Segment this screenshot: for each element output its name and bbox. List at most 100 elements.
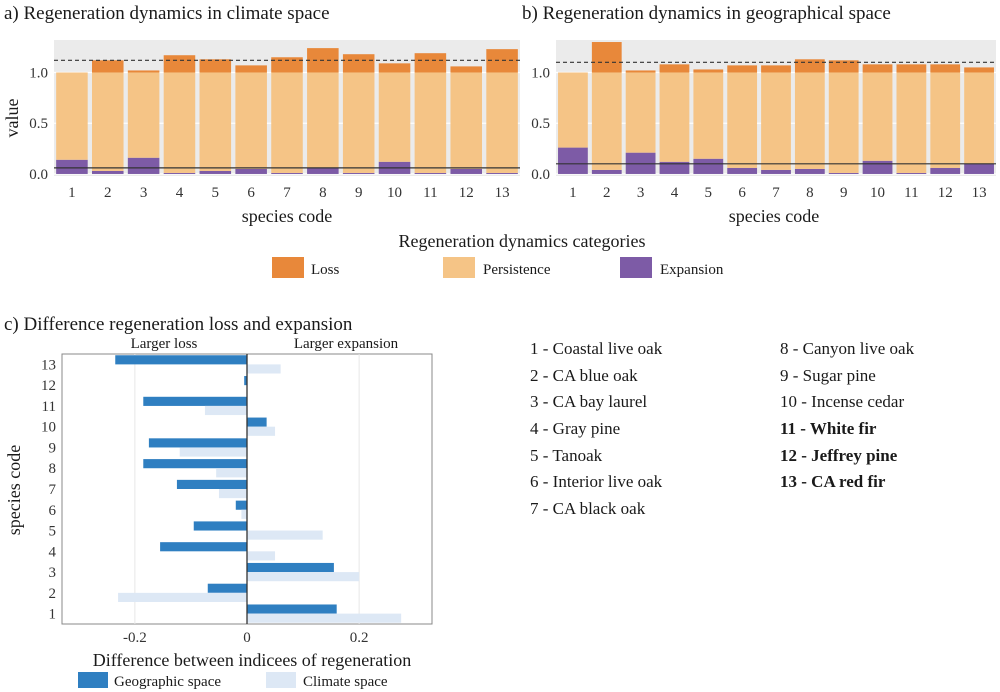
panel-b-bar-loss-3 — [625, 70, 656, 73]
panel-a-bar-expansion-4 — [163, 172, 196, 174]
panel-a-y-tick-label: 0.0 — [29, 167, 48, 183]
panel-b-bar-expansion-5 — [693, 158, 724, 174]
panel-a-bar-loss-6 — [235, 65, 267, 73]
legend-bottom: Geographic space Climate space — [78, 672, 388, 690]
panel-a-bar-persistence-12 — [450, 72, 483, 169]
panel-b-bar-persistence-10 — [862, 72, 893, 161]
panel-b-x-tick-label: 1 — [569, 185, 577, 201]
panel-c-bar-climate-5 — [247, 530, 323, 540]
panel-c-x-tick-label: 0.2 — [350, 630, 369, 646]
panel-a-bar-expansion-12 — [450, 168, 483, 174]
panel-a-bar-persistence-8 — [307, 72, 339, 168]
panel-c-y-tick-label: 9 — [49, 440, 57, 456]
panel-c-x-tick-label: -0.2 — [123, 630, 147, 646]
panel-b-bar-expansion-12 — [930, 167, 961, 174]
panel-c-bar-geographic-8 — [143, 459, 247, 469]
panel-c-y-tick-label: 4 — [49, 544, 57, 560]
species-key-entry: 10 - Incense cedar — [780, 392, 905, 412]
panel-b-bar-loss-12 — [930, 64, 961, 73]
legend-persistence-label: Persistence — [483, 262, 551, 278]
panel-a-bar-expansion-8 — [307, 167, 339, 174]
panel-a-bar-persistence-1 — [56, 72, 88, 160]
panel-a-bar-expansion-5 — [199, 170, 232, 174]
panel-a-x-tick-label: 8 — [319, 185, 327, 201]
panel-b-bar-persistence-3 — [625, 72, 656, 153]
panel-b-bar-expansion-8 — [794, 168, 825, 174]
panel-b-x-tick-label: 11 — [904, 185, 918, 201]
panel-c-y-tick-label: 7 — [49, 482, 57, 498]
panel-b-bar-persistence-4 — [659, 72, 690, 162]
panel-a-bar-expansion-6 — [235, 168, 267, 174]
panel-c-y-tick-label: 11 — [42, 399, 56, 415]
panel-a-bar-loss-7 — [271, 57, 303, 73]
panel-c-bar-geographic-2 — [207, 583, 247, 593]
panel-c-bar-climate-2 — [118, 592, 247, 602]
species-key-entry: 2 - CA blue oak — [530, 365, 638, 385]
panel-c-bar-climate-13 — [247, 364, 281, 374]
legend-top: Loss Persistence Expansion — [272, 257, 724, 278]
panel-b-y-tick-label: 0.0 — [531, 167, 550, 183]
species-key-entry: 6 - Interior live oak — [530, 472, 663, 492]
panel-b-bar-expansion-11 — [896, 172, 927, 174]
panel-b-x-tick-label: 12 — [938, 185, 953, 201]
panel-a-bar-persistence-3 — [127, 72, 160, 158]
panel-b-y-tick-label: 1.0 — [531, 65, 550, 81]
panel-b-bar-expansion-10 — [862, 160, 893, 174]
panel-c-bar-geographic-3 — [247, 562, 334, 573]
panel-c-bar-geographic-5 — [193, 521, 247, 531]
panel-a-y-tick-label: 0.5 — [29, 116, 48, 132]
panel-a-bar-persistence-9 — [342, 72, 375, 173]
panel-a-bar-expansion-7 — [271, 172, 303, 174]
panel-a-x-title: species code — [242, 206, 332, 226]
legend-top-title: Regeneration dynamics categories — [399, 231, 646, 251]
species-key-entry: 9 - Sugar pine — [780, 365, 876, 385]
panel-c-bar-climate-6 — [241, 509, 247, 519]
panel-c-bar-climate-11 — [204, 405, 247, 416]
panel-a-x-tick-label: 10 — [387, 185, 402, 201]
species-key-left: 1 - Coastal live oak 2 - CA blue oak 3 - C… — [530, 336, 662, 523]
panel-b-bar-loss-7 — [761, 65, 791, 73]
panel-c-larger-expansion: Larger expansion — [294, 336, 399, 352]
panel-c-y-tick-label: 5 — [49, 524, 57, 540]
panel-c-title: c) Difference regeneration loss and expa… — [4, 314, 353, 335]
legend-loss-swatch — [272, 257, 304, 278]
panel-c-y-tick-label: 10 — [41, 420, 56, 436]
panel-c-bar-climate-10 — [247, 426, 276, 436]
panel-a-bar-expansion-3 — [127, 157, 160, 174]
panel-a-bar-persistence-13 — [486, 72, 518, 173]
panel-b-bar-expansion-6 — [727, 167, 758, 174]
panel-a-bar-loss-9 — [342, 54, 375, 73]
panel-a-x-tick-label: 1 — [68, 185, 76, 201]
legend-expansion-swatch — [620, 257, 652, 278]
species-key-entry: 7 - CA black oak — [530, 499, 646, 519]
species-key-entry: 4 - Gray pine — [530, 419, 621, 439]
panel-a-y-tick-label: 1.0 — [29, 65, 48, 81]
panel-b-y-tick-label: 0.5 — [531, 116, 550, 132]
panel-c-y-tick-label: 1 — [49, 607, 57, 623]
panel-a-bar-persistence-10 — [378, 72, 411, 162]
panel-b-x-tick-label: 3 — [637, 185, 645, 201]
panel-b-chart: 0.00.51.01 2 3 4 5 6 7 8 9 10 11 12 13 — [531, 40, 996, 201]
panel-b-bar-loss-11 — [896, 64, 927, 73]
panel-b-x-tick-label: 6 — [738, 185, 746, 201]
panel-c-y-tick-label: 13 — [41, 357, 56, 373]
panel-c-x-title: Difference between indicees of regenerat… — [93, 650, 412, 670]
species-key-entry: 11 - White fir — [780, 419, 877, 439]
species-key-right: 8 - Canyon live oak 9 - Sugar pine 10 - In… — [780, 336, 914, 496]
panel-b-bar-expansion-4 — [659, 161, 690, 174]
panel-a-x-tick-label: 4 — [176, 185, 184, 201]
panel-b-bar-loss-9 — [828, 60, 859, 73]
panel-b-bar-persistence-9 — [828, 72, 859, 173]
panel-c-bar-geographic-13 — [115, 355, 248, 365]
panel-a-bar-loss-4 — [163, 55, 196, 73]
panel-b-bar-loss-2 — [591, 42, 622, 73]
panel-c-y-tick-label: 12 — [41, 378, 56, 394]
panel-c-y-title: species code — [4, 445, 24, 535]
panel-a-bar-persistence-11 — [414, 72, 447, 173]
panel-b-x-tick-label: 8 — [806, 185, 814, 201]
panel-a-bar-loss-2 — [91, 60, 124, 73]
panel-c-bar-geographic-1 — [247, 604, 337, 614]
species-key-entry: 1 - Coastal live oak — [530, 339, 663, 358]
panel-a-chart: 0.00.51.01 2 3 4 5 6 7 8 9 10 11 12 13 — [29, 40, 520, 201]
